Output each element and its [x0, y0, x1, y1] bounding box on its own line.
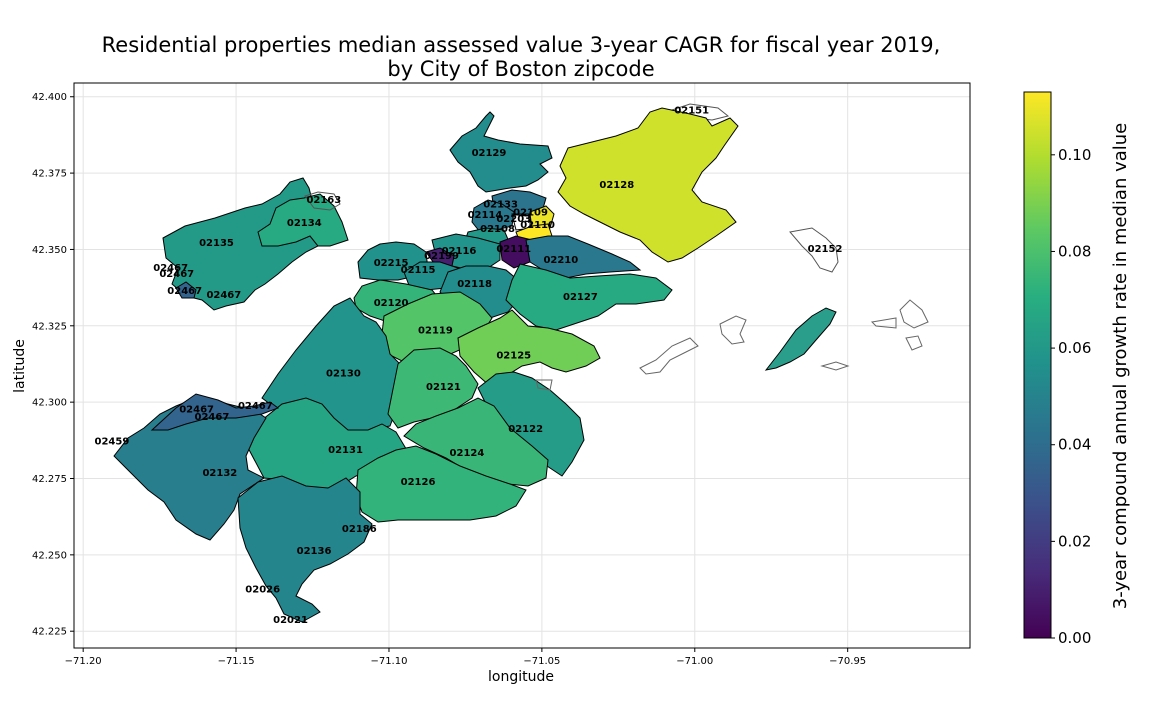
island-shape — [639, 337, 699, 375]
colorbar-tick-label: 0.00 — [1058, 629, 1091, 647]
region-02129 — [449, 111, 553, 193]
x-tick-label: −71.20 — [65, 656, 102, 667]
region-02163 — [304, 191, 341, 211]
zip-label: 02122 — [508, 424, 543, 435]
x-axis-label: longitude — [488, 669, 554, 685]
plot-frame — [73, 82, 971, 649]
zip-label: 02026 — [245, 584, 280, 595]
zip-label: 02467 — [206, 290, 241, 301]
region-02128 — [557, 107, 739, 263]
zip-label: 02126 — [401, 477, 436, 488]
zip-label: 02129 — [472, 148, 507, 159]
zip-label: 02210 — [543, 255, 578, 266]
zip-label: 02199 — [424, 251, 459, 262]
zip-label: 02467 — [238, 401, 273, 412]
y-tick-label: 42.300 — [32, 398, 67, 409]
zip-label: 02121 — [426, 382, 461, 393]
zip-label: 02120 — [374, 298, 409, 309]
zip-label: 02108 — [480, 224, 515, 235]
island-shape — [719, 315, 747, 345]
region-02134 — [257, 193, 349, 247]
region-02127 — [505, 263, 673, 331]
zip-label: 02127 — [563, 292, 598, 303]
chart-title-line-2: by City of Boston zipcode — [387, 57, 654, 81]
x-tick-label: −71.15 — [218, 656, 255, 667]
x-tick-label: −71.10 — [370, 656, 407, 667]
zip-label: 02119 — [418, 325, 453, 336]
zip-label: 02111 — [496, 244, 531, 255]
region-02132 — [113, 397, 267, 541]
y-tick-label: 42.275 — [32, 474, 67, 485]
zip-label: 02135 — [199, 238, 234, 249]
x-tick-label: −70.95 — [829, 656, 866, 667]
zip-label: 02215 — [374, 258, 409, 269]
colorbar — [1023, 91, 1052, 639]
colorbar-tick-label: 0.06 — [1058, 339, 1091, 357]
zip-label: 02467 — [195, 412, 230, 423]
zip-label: 02136 — [297, 546, 332, 557]
region-02121 — [387, 347, 479, 429]
y-tick-label: 42.350 — [32, 245, 67, 256]
colorbar-tick-label: 0.08 — [1058, 242, 1091, 260]
y-tick-label: 42.250 — [32, 550, 67, 561]
region-02467 — [150, 393, 280, 431]
zip-label: 02115 — [401, 265, 436, 276]
zip-label: 02124 — [450, 448, 485, 459]
zip-label: 02467 — [167, 286, 202, 297]
zip-labels: 02151 02129 02128 02163 02133 02134 0211402203… — [95, 105, 843, 626]
zip-label: 02467 — [179, 404, 214, 415]
x-tick-label: −71.05 — [523, 656, 560, 667]
zip-label: 02186 — [342, 524, 377, 535]
zip-label: 02134 — [287, 218, 322, 229]
zip-label: 02467 — [153, 263, 188, 274]
region-02114 — [471, 199, 515, 233]
island-shape — [820, 361, 850, 371]
island-shape — [905, 335, 923, 351]
zip-label: 02163 — [306, 195, 341, 206]
region-02467 — [175, 281, 197, 299]
zip-label: 02110 — [520, 220, 555, 231]
y-axis-label: latitude — [12, 339, 28, 393]
island-shape — [764, 307, 837, 371]
zip-label: 02459 — [95, 437, 130, 448]
zip-label: 02152 — [808, 244, 843, 255]
region-02152 — [789, 227, 839, 273]
y-tick-label: 42.225 — [32, 627, 67, 638]
colorbar-tick-label: 0.10 — [1058, 146, 1091, 164]
x-tick-label: −71.00 — [676, 656, 713, 667]
zip-label: 02109 — [513, 208, 548, 219]
region-02136 — [237, 475, 373, 623]
colorbar-tick-label: 0.04 — [1058, 436, 1091, 454]
zip-label: 02118 — [457, 279, 492, 290]
zip-label: 02128 — [599, 180, 634, 191]
y-tick-label: 42.400 — [32, 92, 67, 103]
zip-label: 02021 — [273, 615, 308, 626]
zip-label: 02467 — [159, 269, 194, 280]
zip-label: 02133 — [483, 200, 518, 211]
island-shape — [870, 317, 897, 329]
zip-label: 02131 — [328, 445, 363, 456]
colorbar-ticks: 0.00 0.02 0.04 0.06 0.08 0.10 — [1051, 146, 1091, 647]
map-layer — [113, 103, 929, 623]
colorbar-label: 3-year compound annual growth rate in me… — [1110, 123, 1131, 610]
island-shape — [899, 299, 929, 329]
chart-title-line-1: Residential properties median assessed v… — [102, 33, 941, 57]
island-shape — [535, 379, 553, 391]
zip-label: 02132 — [202, 468, 237, 479]
zip-label: 02130 — [326, 368, 361, 379]
region-02126 — [355, 445, 527, 523]
colorbar-tick-label: 0.02 — [1058, 532, 1091, 550]
zip-label: 02114 — [468, 210, 503, 221]
y-tick-label: 42.325 — [32, 321, 67, 332]
zip-label: 02116 — [442, 246, 477, 257]
zip-label: 02151 — [674, 105, 709, 116]
zip-label: 02203 — [496, 214, 531, 225]
zip-label: 02125 — [496, 350, 531, 361]
y-tick-label: 42.375 — [32, 169, 67, 180]
